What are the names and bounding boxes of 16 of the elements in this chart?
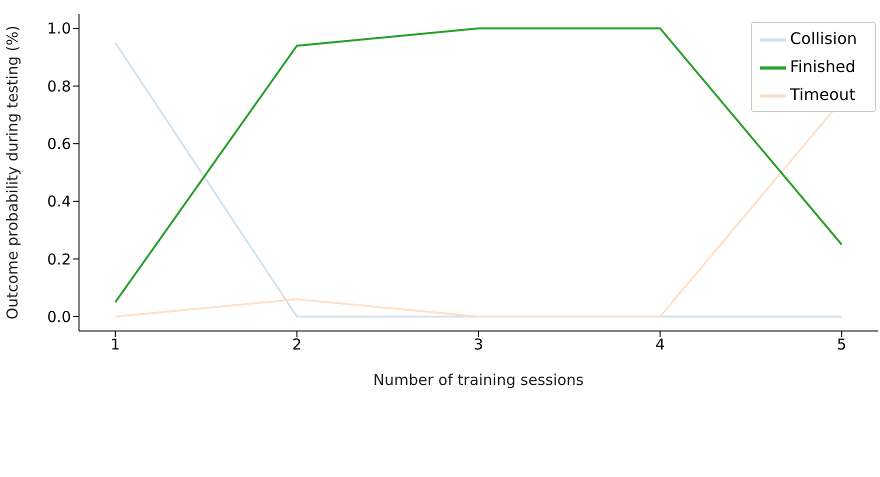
- y-tick-label: 0.2: [47, 250, 71, 268]
- x-tick-label: 4: [655, 336, 665, 354]
- legend-label: Finished: [790, 57, 856, 76]
- legend-label: Collision: [790, 29, 857, 48]
- x-tick-label: 3: [474, 336, 484, 354]
- x-tick-label: 5: [836, 336, 846, 354]
- y-tick-label: 0.0: [47, 308, 71, 326]
- y-tick-label: 0.4: [47, 192, 71, 211]
- x-tick-label: 2: [292, 336, 302, 354]
- y-tick-label: 0.8: [47, 77, 71, 96]
- y-tick-label: 1.0: [47, 20, 71, 38]
- legend-label: Timeout: [790, 85, 856, 104]
- y-axis-title: Outcome probability during testing (%): [3, 26, 22, 320]
- y-tick-label: 0.6: [47, 135, 71, 154]
- x-axis-title: Number of training sessions: [373, 371, 584, 389]
- x-tick-label: 1: [110, 336, 120, 354]
